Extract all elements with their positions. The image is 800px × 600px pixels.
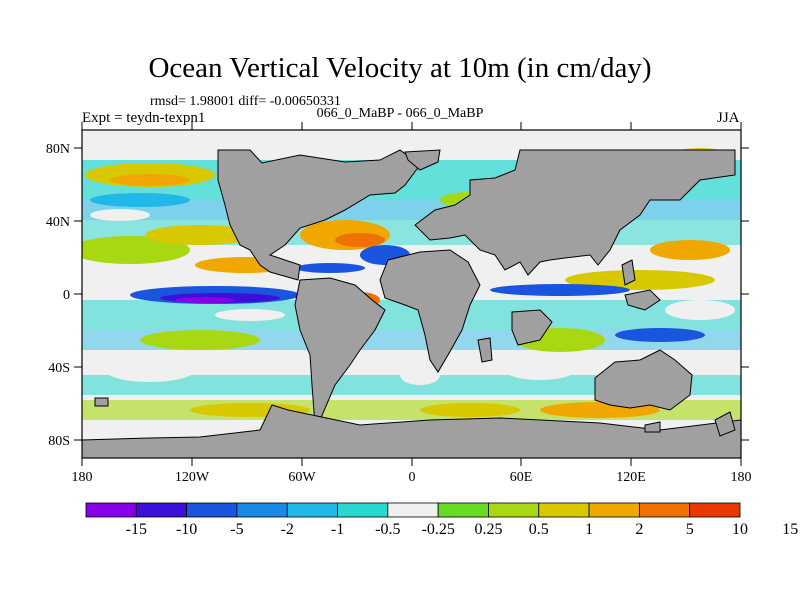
greenland-remnant [404, 149, 441, 171]
axis-ticks [74, 122, 749, 466]
field-patch [145, 225, 255, 245]
colorbar-label: 10 [732, 521, 748, 538]
colorbar-box [85, 502, 137, 518]
colorbar-box [588, 502, 640, 518]
field-band [82, 375, 741, 395]
colorbar-box [488, 502, 540, 518]
field-patch [215, 309, 285, 321]
lon-tick-label: 180 [731, 470, 752, 485]
colorbar-box [186, 502, 238, 518]
experiment-label: Expt = teydn-texpn1 [82, 110, 206, 126]
lat-tick-label: 0 [63, 288, 70, 303]
colorbar-label: -0.25 [421, 521, 454, 538]
colorbar-label: -2 [281, 521, 294, 538]
colorbar-label: -15 [126, 521, 147, 538]
lon-tick-label: 180 [72, 470, 93, 485]
field-patch [90, 193, 190, 207]
stats-text: rmsd= 1.98001 diff= -0.00650331 [150, 94, 341, 109]
colorbar-label: 0.25 [474, 521, 502, 538]
colorbar-label: 1 [585, 521, 593, 538]
plot-title: Ocean Vertical Velocity at 10m (in cm/da… [148, 52, 652, 84]
ocean-field [82, 130, 741, 458]
africa [379, 249, 481, 373]
land [82, 149, 741, 458]
small-island [644, 421, 661, 433]
colorbar-label: 5 [686, 521, 694, 538]
colorbar-label: 15 [782, 521, 798, 538]
north-america [217, 149, 421, 281]
colorbar-box [437, 502, 489, 518]
eurasia [414, 149, 736, 276]
lat-tick-label: 80S [48, 434, 70, 449]
small-island [621, 259, 636, 286]
new-zealand [714, 411, 736, 437]
field-patch [490, 284, 630, 296]
season-label: JJA [717, 110, 740, 126]
field-patch [335, 233, 385, 247]
small-island [94, 397, 109, 407]
colorbar-box [387, 502, 439, 518]
lat-tick-label: 80N [46, 142, 70, 157]
field-patch [400, 365, 440, 385]
field-patch [90, 209, 150, 221]
field-patch [140, 330, 260, 350]
colorbar-box [135, 502, 188, 518]
maritime-continent [624, 289, 661, 311]
field-patch [295, 263, 365, 273]
antarctica [82, 404, 741, 458]
field-patch [615, 328, 705, 342]
field-patch [105, 358, 195, 382]
colorbar-box [286, 502, 338, 518]
colorbar-box [538, 502, 590, 518]
colorbar-labels: -15 -10 -5 -2 -1 -0.5 -0.25 0.25 0.5 1 2 5 10 15 [126, 521, 799, 538]
colorbar-label: 0.5 [529, 521, 549, 538]
field-patch [82, 236, 190, 264]
lon-tick-label: 120W [175, 470, 210, 485]
field-patch [110, 174, 190, 186]
field-patch [175, 297, 235, 303]
colorbar-box [236, 502, 288, 518]
colorbar-label: -1 [331, 521, 344, 538]
colorbar [85, 502, 741, 518]
colorbar-label: -0.5 [375, 521, 400, 538]
colorbar-box [337, 502, 389, 518]
field-patch [505, 360, 575, 380]
indian-ocean-island [511, 309, 553, 346]
experiment-period-label: 066_0_MaBP - 066_0_MaBP [316, 106, 484, 121]
lon-tick-label: 120E [616, 470, 646, 485]
lat-tick-label: 40S [48, 361, 70, 376]
madagascar [477, 337, 493, 363]
lon-tick-label: 0 [409, 470, 416, 485]
lon-tick-label: 60E [510, 470, 533, 485]
colorbar-label: -10 [176, 521, 197, 538]
lon-tick-label: 60W [288, 470, 316, 485]
colorbar-label: 2 [635, 521, 643, 538]
australia [594, 349, 693, 411]
lat-tick-label: 40N [46, 215, 70, 230]
colorbar-box [638, 502, 691, 518]
south-america [294, 277, 386, 427]
colorbar-label: -5 [230, 521, 243, 538]
field-patch [565, 270, 715, 290]
colorbar-box [689, 502, 741, 518]
field-patch [650, 240, 730, 260]
field-patch [420, 403, 520, 417]
field-patch [665, 300, 735, 320]
